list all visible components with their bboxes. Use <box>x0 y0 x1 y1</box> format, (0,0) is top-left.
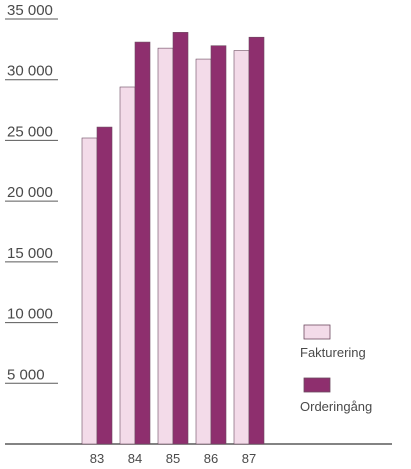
legend-swatch <box>303 324 331 340</box>
x-tick-label: 85 <box>166 451 180 466</box>
x-axis-tick-labels: 83 84 85 86 87 <box>90 451 256 466</box>
bar-fakturering-84 <box>119 86 136 445</box>
bar-ordering-ng-84 <box>134 41 151 445</box>
y-tick-label: 35 000 <box>7 2 53 19</box>
bar-fakturering-87 <box>233 50 250 445</box>
legend: Fakturering Orderingång <box>300 324 372 414</box>
bar-fakturering-85 <box>157 47 174 445</box>
y-tick-label: 15 000 <box>7 245 53 262</box>
bars <box>81 32 265 445</box>
y-tick-label: 20 000 <box>7 184 53 201</box>
legend-label: Orderingång <box>300 399 372 414</box>
bar-ordering-ng-83 <box>96 126 113 445</box>
bar-ordering-ng-85 <box>172 32 189 445</box>
bar-fakturering-83 <box>81 137 98 445</box>
bar-ordering-ng-87 <box>248 36 265 445</box>
y-axis-tick-labels: 5 000 10 000 15 000 20 000 25 000 30 000 35 00… <box>7 2 53 383</box>
y-tick-label: 30 000 <box>7 63 53 80</box>
y-tick-label: 5 000 <box>7 366 45 383</box>
bar-fakturering-86 <box>195 58 212 445</box>
legend-label: Fakturering <box>300 345 366 360</box>
x-tick-label: 84 <box>128 451 142 466</box>
x-tick-label: 86 <box>204 451 218 466</box>
y-tick-label: 10 000 <box>7 306 53 323</box>
x-tick-label: 87 <box>242 451 256 466</box>
y-tick-label: 25 000 <box>7 123 53 140</box>
x-tick-label: 83 <box>90 451 104 466</box>
legend-swatch <box>303 377 331 393</box>
bar-ordering-ng-86 <box>210 45 227 445</box>
